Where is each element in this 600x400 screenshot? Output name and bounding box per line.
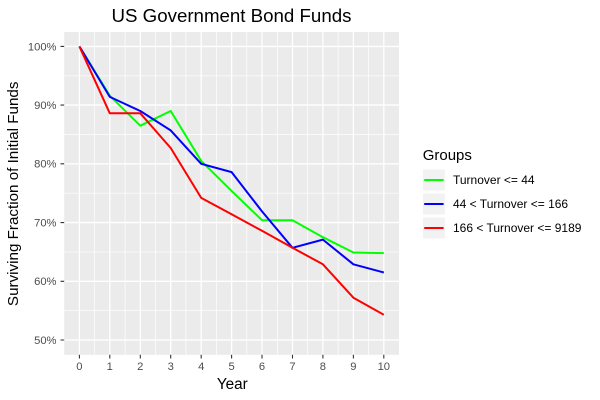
svg-text:US Government Bond Funds: US Government Bond Funds	[112, 5, 352, 26]
svg-text:100%: 100%	[28, 41, 57, 53]
svg-text:60%: 60%	[34, 276, 56, 288]
svg-text:70%: 70%	[34, 218, 56, 230]
svg-text:5: 5	[228, 361, 234, 373]
svg-text:7: 7	[289, 361, 295, 373]
svg-text:6: 6	[259, 361, 265, 373]
svg-text:50%: 50%	[34, 335, 56, 347]
svg-text:Turnover <= 44: Turnover <= 44	[453, 173, 535, 187]
svg-text:80%: 80%	[34, 159, 56, 171]
svg-text:0: 0	[76, 361, 82, 373]
svg-text:1: 1	[107, 361, 113, 373]
svg-text:2: 2	[137, 361, 143, 373]
svg-text:10: 10	[378, 361, 390, 373]
svg-text:44 < Turnover <= 166: 44 < Turnover <= 166	[453, 197, 568, 211]
svg-text:Surviving Fraction of Initial: Surviving Fraction of Initial Funds	[5, 81, 22, 306]
svg-text:8: 8	[320, 361, 326, 373]
svg-text:166 < Turnover <= 9189: 166 < Turnover <= 9189	[453, 221, 582, 235]
svg-text:Year: Year	[217, 376, 248, 393]
svg-text:Groups: Groups	[423, 147, 472, 164]
svg-text:4: 4	[198, 361, 204, 373]
svg-text:3: 3	[168, 361, 174, 373]
svg-text:90%: 90%	[34, 100, 56, 112]
svg-text:9: 9	[350, 361, 356, 373]
